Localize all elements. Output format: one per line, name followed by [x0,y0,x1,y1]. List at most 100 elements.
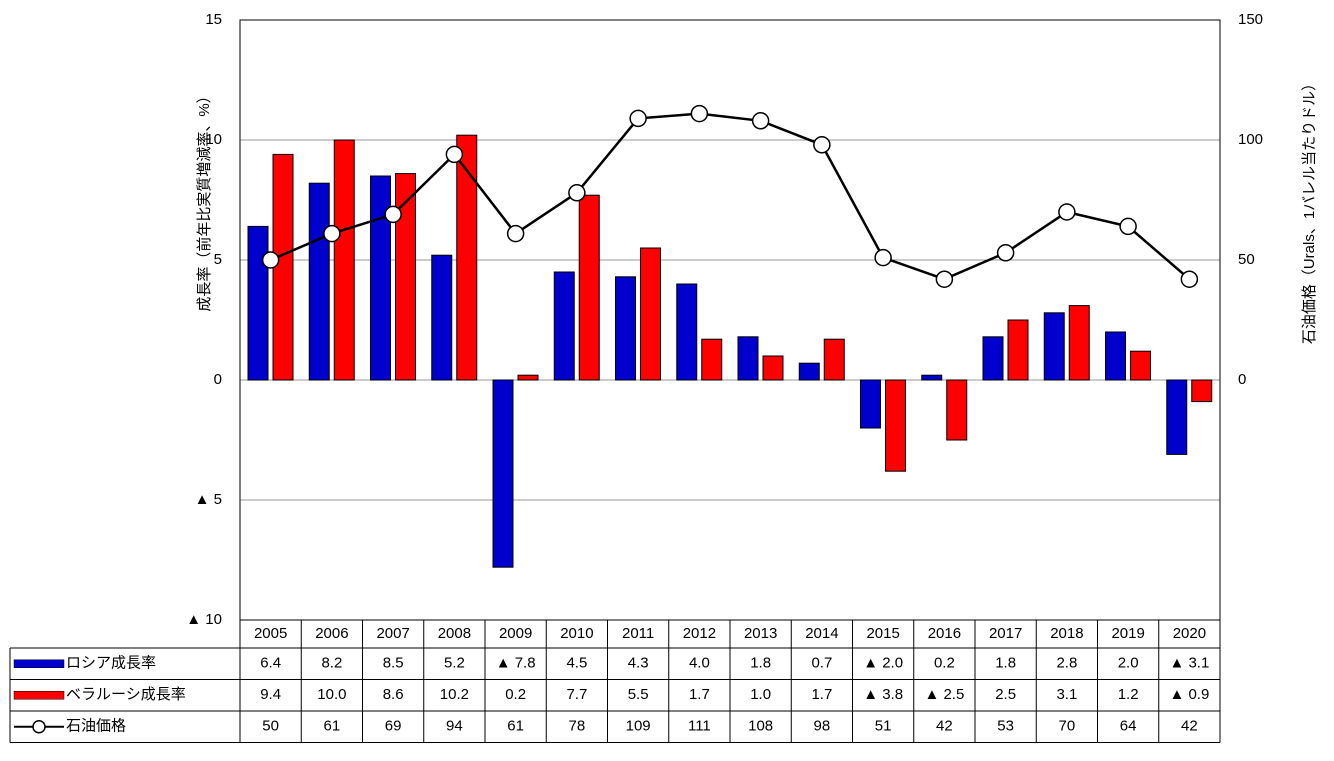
table-cell: 1.7 [811,686,832,703]
table-cell: 2.5 [995,686,1016,703]
line-marker [1058,203,1076,221]
table-cell: 9.4 [260,686,281,703]
x-tick-label: 2012 [683,625,716,642]
y2-tick-label: 100 [1238,131,1263,148]
bar [860,379,881,429]
line-marker [751,112,770,130]
y2-tick-label: 50 [1238,251,1255,268]
line-marker [568,184,586,202]
x-tick-label: 2006 [315,625,348,642]
table-cell: 8.2 [321,655,342,672]
bar [615,276,636,381]
bar [1043,312,1065,381]
table-cell: 70 [1059,718,1076,735]
table-cell: 5.2 [444,655,465,672]
table-cell: 10.0 [317,686,346,703]
bar [885,379,906,472]
table-cell: 61 [324,718,341,735]
legend-label: ベラルーシ成長率 [66,686,186,703]
table-cell: ▲ 0.9 [1169,686,1209,703]
line-marker [996,244,1015,262]
y-tick-label: 0 [214,371,222,388]
line-marker [1119,217,1137,236]
x-tick-label: 2010 [560,625,593,642]
table-cell: ▲ 2.0 [863,655,903,672]
bar [431,254,453,381]
line-marker [690,104,709,123]
x-tick-label: 2019 [1111,625,1144,642]
bar [640,247,661,381]
y-tick-label: ▲ 5 [195,491,222,508]
table-cell: 51 [875,718,892,735]
table-cell: 3.1 [1056,686,1077,703]
bar [247,225,269,381]
bar [762,355,784,381]
line-marker [1180,270,1199,288]
line-marker [813,136,831,154]
legend-swatch [13,691,65,700]
x-tick-label: 2016 [928,625,961,642]
bar [921,374,943,381]
y2-tick-label: 0 [1238,371,1246,388]
table-cell: 1.7 [689,686,710,703]
y-tick-label: 15 [205,11,222,28]
table-cell: 42 [1181,718,1198,735]
x-tick-label: 2013 [744,625,777,642]
bar [701,338,723,381]
x-tick-label: 2009 [499,625,532,642]
line-marker [384,205,402,224]
y-tick-label: 10 [205,131,222,148]
table-cell: 6.4 [260,655,281,672]
bar [1105,331,1126,381]
x-tick-label: 2020 [1173,625,1206,642]
bar [370,175,391,381]
x-tick-label: 2005 [254,625,287,642]
line-marker [629,109,647,128]
table-cell: 8.5 [383,655,404,672]
bar [1068,305,1090,381]
table-cell: ▲ 7.8 [496,655,536,672]
table-cell: 1.8 [750,655,771,672]
table-cell: 42 [936,718,953,735]
table-cell: 108 [748,718,773,735]
line-marker [506,224,525,243]
table-cell: 94 [446,718,463,735]
bar [982,336,1004,381]
line-marker [874,248,892,267]
table-cell: 111 [688,718,711,735]
y2-tick-label: 150 [1238,11,1263,28]
table-cell: 64 [1120,718,1137,735]
bar [823,338,845,381]
table-cell: 78 [569,718,586,735]
legend-swatch [13,659,65,668]
y-tick-label: ▲ 10 [186,611,222,628]
table-cell: 109 [626,718,651,735]
legend-label: ロシア成長率 [66,655,156,672]
table-cell: ▲ 3.1 [1169,655,1209,672]
bar [395,173,416,381]
legend-marker [32,720,46,734]
table-cell: 69 [385,718,402,735]
table-cell: 4.3 [628,655,649,672]
bar [1007,319,1029,381]
bar [1191,379,1213,403]
bar [1166,379,1188,455]
table-cell: ▲ 3.8 [863,686,903,703]
bar [517,374,539,381]
table-cell: 4.0 [689,655,710,672]
table-cell: 0.2 [934,655,955,672]
bar [333,139,355,381]
line-marker [323,224,341,243]
bar [676,283,698,381]
table-cell: 1.8 [995,655,1016,672]
x-tick-label: 2011 [622,625,654,642]
bar [308,182,330,381]
bar [272,153,294,381]
table-cell: 0.2 [505,686,526,703]
table-cell: 8.6 [383,686,404,703]
bar [492,379,514,568]
table-cell: 1.2 [1118,686,1139,703]
x-tick-label: 2018 [1050,625,1083,642]
line-marker [935,270,954,288]
